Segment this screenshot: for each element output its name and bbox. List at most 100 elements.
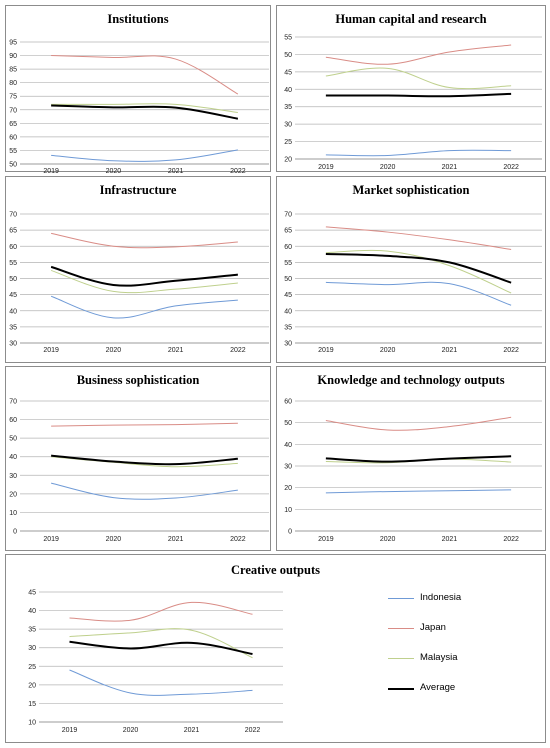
chart-panel-knowledge-technology: Knowledge and technology outputs 0 10 20 30 4… [276,366,546,551]
chart-plot-human-capital: 20 25 30 35 40 45 50 55 2019 2020 2021 2022 [284,35,542,171]
chart-plot-market-sophistication: 30 35 40 45 50 55 60 65 70 2019 2020 2021 2022 [284,212,542,354]
y-tick-label: 30 [9,341,17,348]
y-tick-label: 40 [284,442,292,449]
y-tick-label: 60 [284,399,292,406]
chart-title: Creative outputs [230,563,320,577]
y-tick-label: 35 [28,627,36,634]
y-tick-label: 40 [284,87,292,94]
x-tick-label: 2021 [168,168,184,175]
y-tick-label: 50 [9,162,17,169]
chart-panel-market-sophistication: Market sophistication 30 35 40 45 50 55 60 65 70 2… [276,176,546,363]
y-tick-label: 25 [28,664,36,671]
chart-plot-institutions: 50 55 60 65 70 75 80 85 90 95 2019 2020 2021 2022 [9,40,269,175]
y-tick-label: 10 [9,510,17,517]
x-tick-label: 2021 [168,347,184,354]
y-tick-label: 40 [9,308,17,315]
legend-label-indonesia: Indonesia [420,592,462,603]
y-tick-label: 60 [9,244,17,251]
y-tick-label: 45 [9,292,17,299]
y-tick-label: 55 [284,35,292,42]
x-tick-label: 2020 [106,347,122,354]
y-tick-label: 40 [284,308,292,315]
x-tick-label: 2022 [503,347,519,354]
y-tick-label: 0 [288,529,292,536]
series-line-indonesia [325,281,512,306]
series-line-japan [51,422,238,427]
x-tick-label: 2021 [184,727,200,734]
series-line-average [69,640,253,656]
y-tick-label: 50 [284,52,292,59]
chart-panel-infrastructure: Infrastructure 30 35 40 45 50 55 60 65 70 2019 2020… [5,176,271,363]
x-tick-label: 2020 [380,164,396,171]
y-tick-label: 50 [284,420,292,427]
y-tick-label: 20 [284,157,292,164]
series-line-japan [325,44,512,65]
y-tick-label: 85 [9,67,17,74]
legend-swatch-japan [388,628,414,629]
series-line-indonesia [50,295,238,319]
x-tick-label: 2020 [106,536,122,543]
x-tick-label: 2021 [442,347,458,354]
y-tick-label: 20 [9,491,17,498]
y-tick-label: 80 [9,80,17,87]
x-tick-label: 2019 [318,347,334,354]
series-line-japan [325,416,512,431]
chart-title: Knowledge and technology outputs [317,373,505,387]
y-tick-label: 10 [28,720,36,727]
y-tick-label: 70 [9,107,17,114]
x-tick-label: 2022 [245,727,261,734]
chart-title: Human capital and research [335,12,487,26]
x-tick-label: 2019 [43,347,59,354]
series-line-japan [51,55,239,95]
legend-label-malaysia: Malaysia [420,652,458,663]
chart-panel-human-capital: Human capital and research 20 25 30 35 40 45 50… [276,5,546,172]
y-tick-label: 40 [9,454,17,461]
chart-plot-business-sophistication: 0 10 20 30 40 50 60 70 2019 2020 2021 2022 [9,399,269,543]
series-line-indonesia [325,149,512,157]
y-tick-label: 30 [284,122,292,129]
chart-panel-business-sophistication: Business sophistication 0 10 20 30 40 50 60 70 20… [5,366,271,551]
y-tick-label: 45 [284,292,292,299]
chart-plot-knowledge-technology: 0 10 20 30 40 50 60 2019 2020 2021 2022 [284,399,542,543]
x-tick-label: 2022 [503,536,519,543]
y-tick-label: 40 [28,608,36,615]
y-tick-label: 60 [284,244,292,251]
legend-swatch-malaysia [388,658,414,659]
series-line-average [50,265,238,287]
legend-swatch-average [388,688,414,690]
y-tick-label: 30 [28,645,36,652]
y-tick-label: 20 [284,485,292,492]
y-tick-label: 30 [284,341,292,348]
series-line-japan [325,226,512,250]
y-tick-label: 0 [13,529,17,536]
series-line-indonesia [51,482,238,500]
chart-panel-institutions: Institutions 50 55 60 65 70 75 80 85 90 95 2019 2020… [5,5,271,175]
y-tick-label: 55 [284,260,292,267]
chart-plot-infrastructure: 30 35 40 45 50 55 60 65 70 2019 2020 2021 2022 [9,212,269,354]
chart-title: Business sophistication [76,373,200,387]
y-tick-label: 50 [9,436,17,443]
y-tick-label: 45 [28,590,36,597]
y-tick-label: 65 [284,228,292,235]
series-line-average [325,92,512,98]
x-tick-label: 2022 [230,168,246,175]
y-tick-label: 90 [9,53,17,60]
x-tick-label: 2020 [123,727,139,734]
chart-title: Infrastructure [99,183,177,197]
y-tick-label: 60 [9,417,17,424]
x-tick-label: 2022 [230,347,246,354]
x-tick-label: 2021 [168,536,184,543]
y-tick-label: 15 [28,701,36,708]
y-tick-label: 65 [9,121,17,128]
y-tick-label: 65 [9,228,17,235]
chart-title: Institutions [107,12,169,26]
legend-swatch-indonesia [388,598,414,599]
x-tick-label: 2022 [503,164,519,171]
series-line-average [51,454,238,466]
x-tick-label: 2019 [43,168,59,175]
y-tick-label: 50 [284,276,292,283]
y-tick-label: 75 [9,94,17,101]
y-tick-label: 35 [284,104,292,111]
x-tick-label: 2020 [380,347,396,354]
x-tick-label: 2020 [106,168,122,175]
